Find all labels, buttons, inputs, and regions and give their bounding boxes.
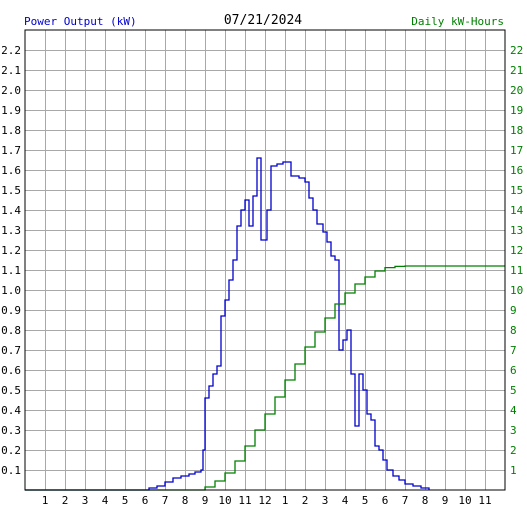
right-tick-label: 13 — [510, 224, 523, 237]
right-tick-label: 9 — [510, 304, 517, 317]
x-tick-label: 12 — [258, 494, 271, 507]
x-tick-label: 4 — [342, 494, 349, 507]
left-tick-label: 1.6 — [1, 164, 21, 177]
right-tick-label: 8 — [510, 324, 517, 337]
left-tick-label: 1.2 — [1, 244, 21, 257]
x-tick-label: 5 — [362, 494, 369, 507]
right-tick-label: 7 — [510, 344, 517, 357]
x-tick-label: 2 — [62, 494, 69, 507]
x-tick-label: 3 — [322, 494, 329, 507]
left-tick-label: 0.1 — [1, 464, 21, 477]
x-tick-label: 3 — [82, 494, 89, 507]
left-axis-label: Power Output (kW) — [24, 15, 137, 28]
left-tick-label: 2.1 — [1, 64, 21, 77]
series-layer — [25, 157, 505, 491]
right-tick-label: 14 — [510, 204, 524, 217]
left-tick-label: 0.5 — [1, 384, 21, 397]
right-tick-label: 15 — [510, 184, 523, 197]
right-axis-label: Daily kW-Hours — [411, 15, 504, 28]
left-tick-label: 1.3 — [1, 224, 21, 237]
x-tick-label: 10 — [458, 494, 471, 507]
left-tick-label: 0.3 — [1, 424, 21, 437]
left-tick-label: 2.2 — [1, 44, 21, 57]
x-tick-label: 4 — [102, 494, 109, 507]
x-tick-label: 8 — [422, 494, 429, 507]
right-tick-label: 17 — [510, 144, 523, 157]
left-axis-ticks: 0.1 0.2 0.3 0.4 0.5 0.6 0.7 0.8 0.9 1.0 1.1 1.2 1.3 1… — [1, 44, 21, 477]
right-tick-label: 1 — [510, 464, 517, 477]
left-tick-label: 0.9 — [1, 304, 21, 317]
right-tick-label: 21 — [510, 64, 523, 77]
right-tick-label: 22 — [510, 44, 523, 57]
left-tick-label: 0.4 — [1, 404, 21, 417]
power-series-line — [25, 157, 430, 491]
x-tick-label: 5 — [122, 494, 129, 507]
x-tick-label: 6 — [142, 494, 149, 507]
x-tick-label: 1 — [42, 494, 49, 507]
right-tick-label: 12 — [510, 244, 523, 257]
left-tick-label: 0.7 — [1, 344, 21, 357]
right-tick-label: 16 — [510, 164, 523, 177]
x-axis-ticks: 1 2 3 4 5 6 7 8 9 10 11 12 1 2 3 4 5 6 7 8 9 10 11 — [42, 494, 492, 507]
left-tick-label: 0.2 — [1, 444, 21, 457]
right-tick-label: 18 — [510, 124, 523, 137]
x-tick-label: 6 — [382, 494, 389, 507]
left-tick-label: 1.4 — [1, 204, 21, 217]
x-tick-label: 9 — [202, 494, 209, 507]
right-tick-label: 5 — [510, 384, 517, 397]
x-tick-label: 7 — [162, 494, 169, 507]
right-tick-label: 2 — [510, 444, 517, 457]
left-tick-label: 1.7 — [1, 144, 21, 157]
left-tick-label: 1.9 — [1, 104, 21, 117]
grid — [25, 30, 505, 490]
left-tick-label: 0.6 — [1, 364, 21, 377]
left-tick-label: 1.8 — [1, 124, 21, 137]
x-tick-label: 8 — [182, 494, 189, 507]
x-tick-label: 11 — [478, 494, 491, 507]
right-tick-label: 6 — [510, 364, 517, 377]
left-tick-label: 1.1 — [1, 264, 21, 277]
energy-series-line — [25, 265, 505, 491]
x-tick-label: 10 — [218, 494, 231, 507]
right-tick-label: 10 — [510, 284, 523, 297]
x-tick-label: 1 — [282, 494, 289, 507]
right-tick-label: 4 — [510, 404, 517, 417]
right-tick-label: 19 — [510, 104, 523, 117]
plot-frame — [24, 29, 506, 491]
left-tick-label: 1.5 — [1, 184, 21, 197]
chart-date: 07/21/2024 — [224, 13, 302, 28]
left-tick-label: 0.8 — [1, 324, 21, 337]
x-tick-label: 7 — [402, 494, 409, 507]
right-tick-label: 11 — [510, 264, 523, 277]
right-tick-label: 20 — [510, 84, 523, 97]
x-tick-label: 11 — [238, 494, 251, 507]
x-tick-label: 9 — [442, 494, 449, 507]
left-tick-label: 2.0 — [1, 84, 21, 97]
left-tick-label: 1.0 — [1, 284, 21, 297]
x-tick-label: 2 — [302, 494, 309, 507]
right-tick-label: 3 — [510, 424, 517, 437]
